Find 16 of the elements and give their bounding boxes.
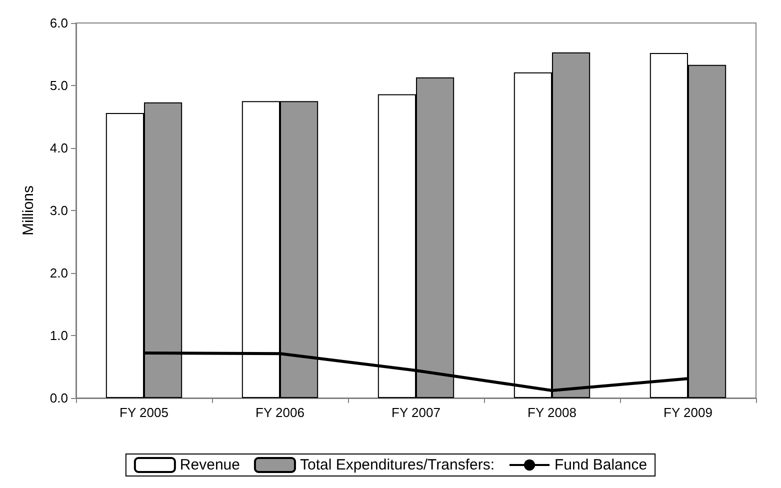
y-tick-label: 3.0 <box>50 203 68 218</box>
y-tick-label: 1.0 <box>50 328 68 343</box>
y-tick-label: 2.0 <box>50 266 68 280</box>
y-axis-title: Millions <box>20 185 37 236</box>
y-tick-label: 4.0 <box>50 140 68 156</box>
y-tick-label: 6.0 <box>50 16 68 30</box>
legend-label: Revenue <box>180 456 240 474</box>
x-tick-label: FY 2006 <box>256 405 304 420</box>
legend-label: Total Expenditures/Transfers: <box>300 456 495 474</box>
x-tick-label: FY 2008 <box>528 405 576 420</box>
y-tick-label: 5.0 <box>50 78 68 93</box>
x-tick-label: FY 2009 <box>664 405 712 420</box>
x-tick-label: FY 2007 <box>392 405 440 420</box>
x-tick-label: FY 2005 <box>120 405 168 420</box>
legend-label: Fund Balance <box>554 456 648 474</box>
y-tick-label: 0.0 <box>50 390 68 406</box>
